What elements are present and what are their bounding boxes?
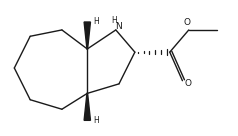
Text: O: O bbox=[184, 18, 191, 27]
Text: O: O bbox=[184, 79, 191, 88]
Polygon shape bbox=[84, 93, 90, 120]
Polygon shape bbox=[84, 22, 90, 49]
Text: N: N bbox=[115, 22, 122, 31]
Text: H: H bbox=[111, 16, 117, 25]
Text: H: H bbox=[93, 116, 99, 125]
Text: H: H bbox=[93, 17, 99, 26]
